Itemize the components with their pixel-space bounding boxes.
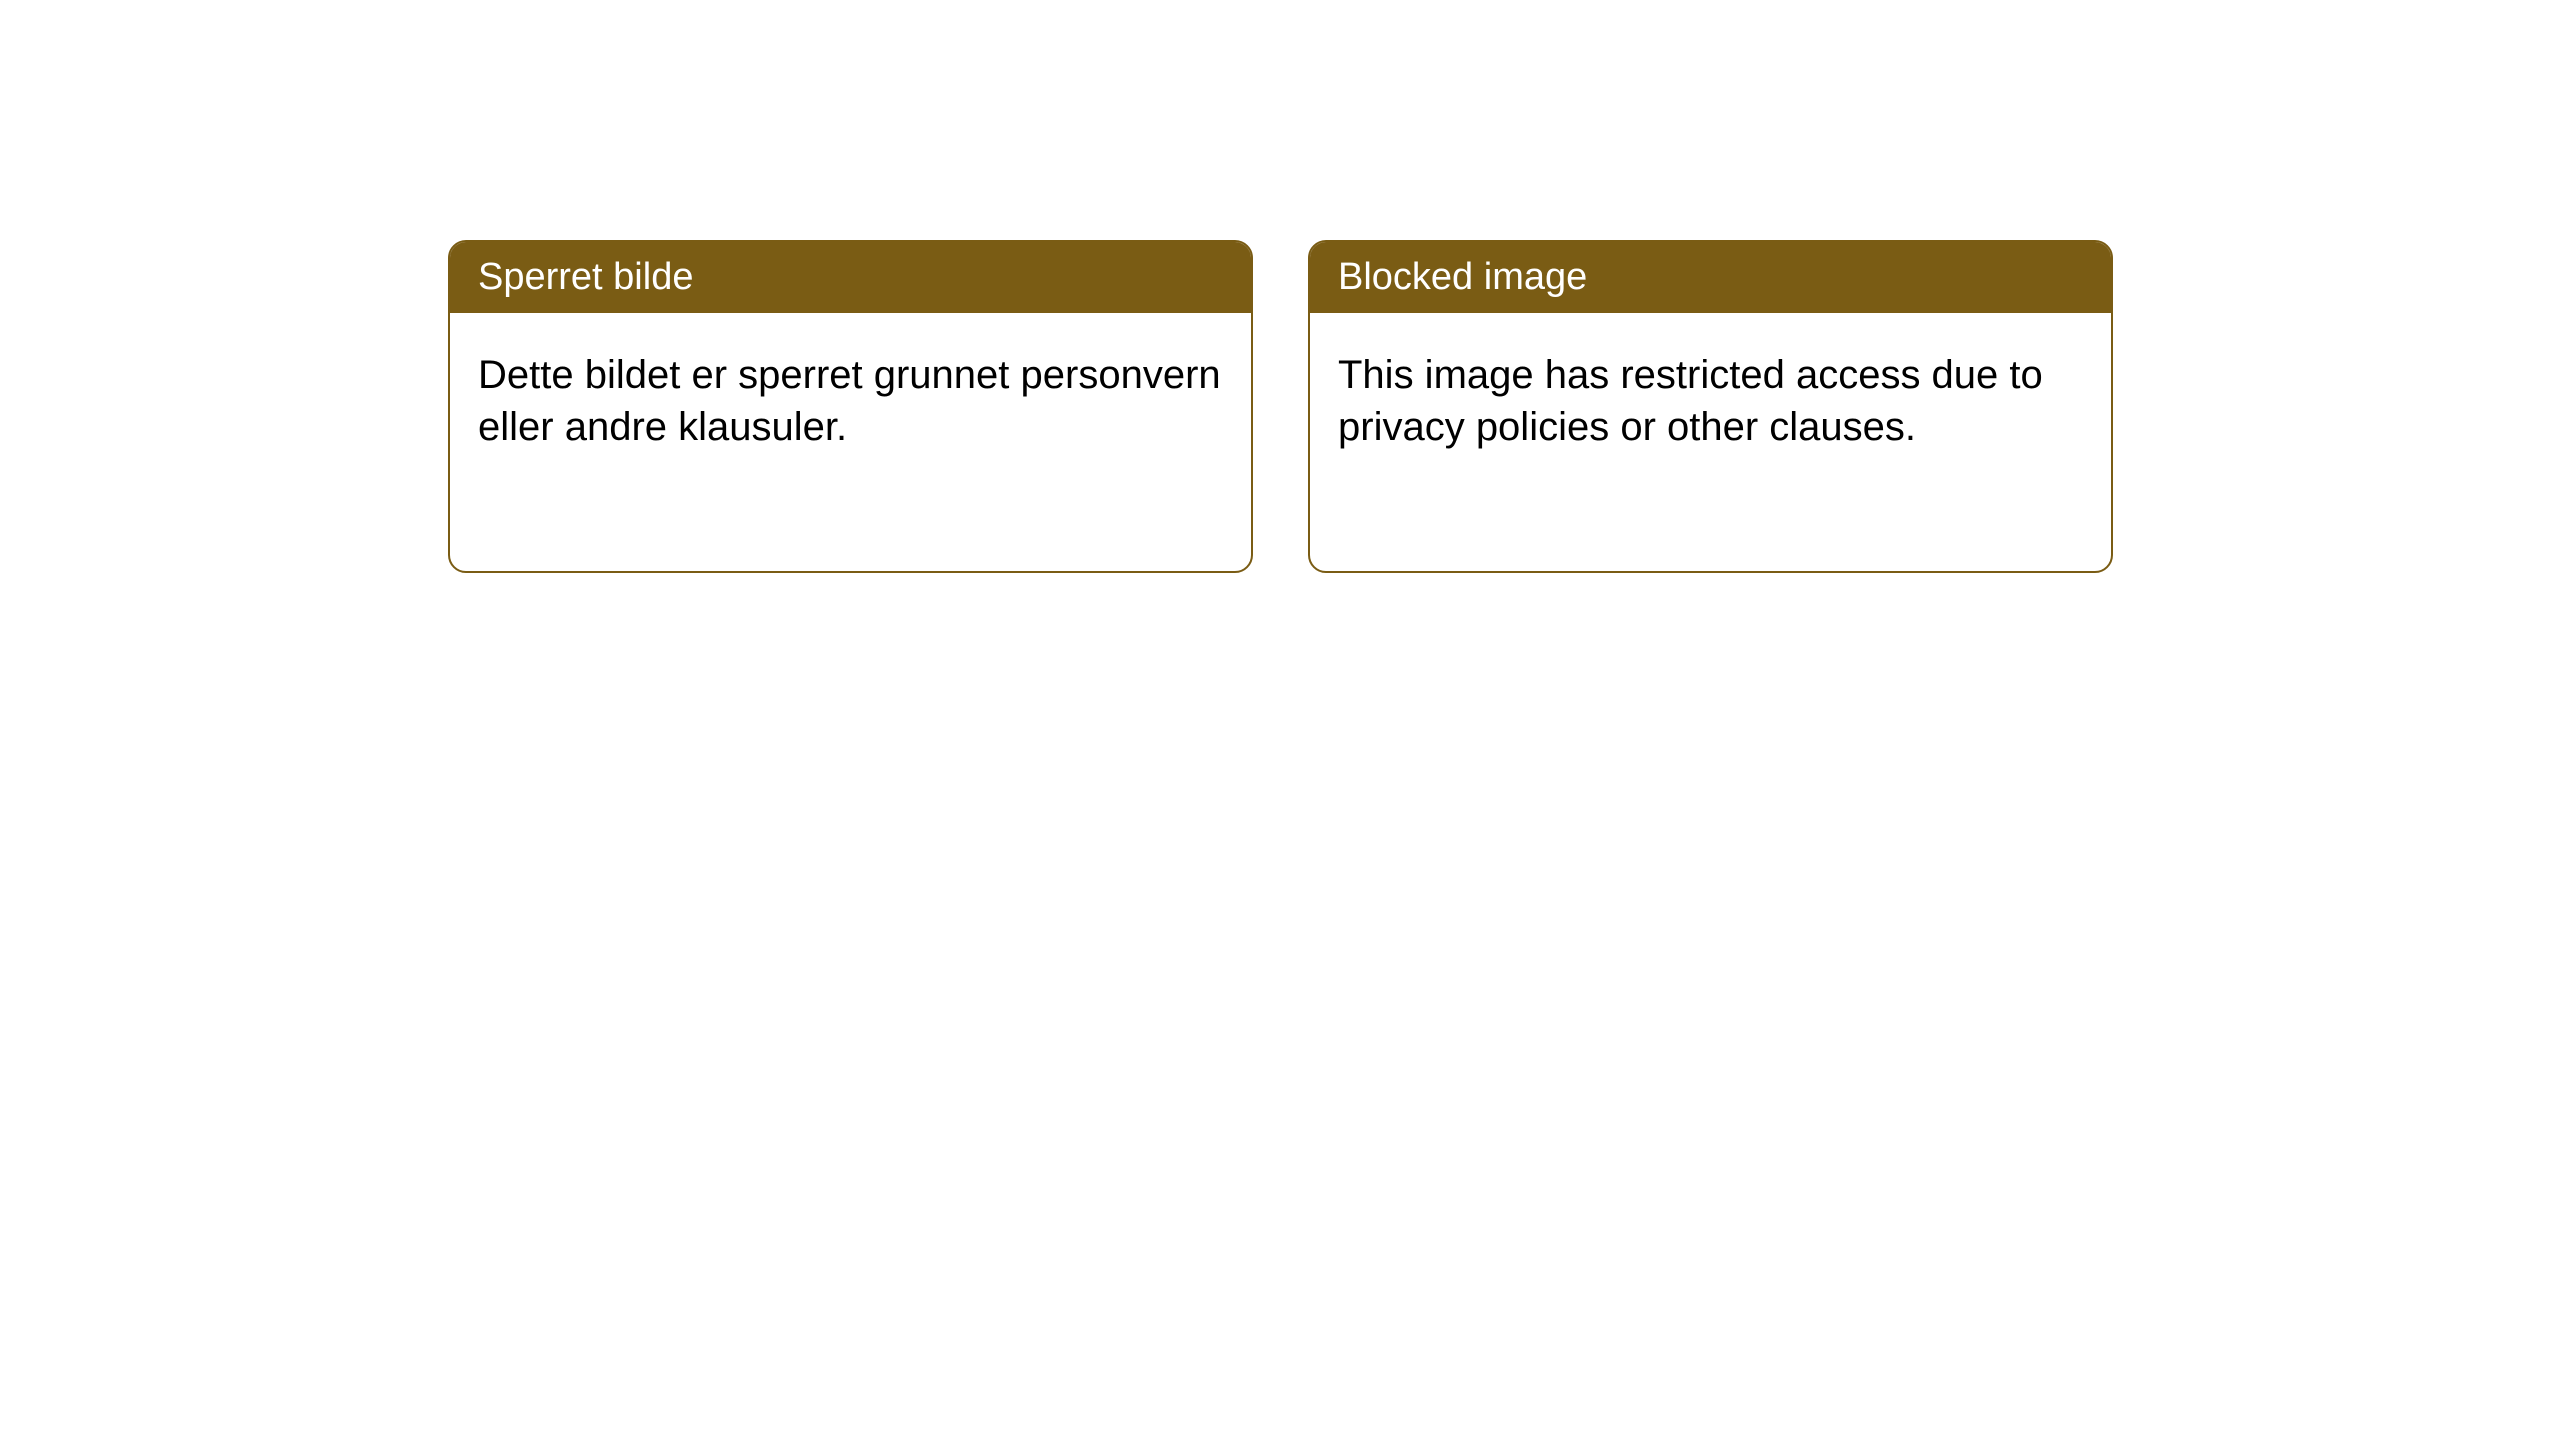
card-body-text: This image has restricted access due to … [1338, 353, 2043, 449]
card-norwegian: Sperret bilde Dette bildet er sperret gr… [448, 240, 1253, 573]
card-title: Sperret bilde [478, 256, 693, 298]
card-body-norwegian: Dette bildet er sperret grunnet personve… [450, 313, 1251, 489]
card-english: Blocked image This image has restricted … [1308, 240, 2113, 573]
cards-container: Sperret bilde Dette bildet er sperret gr… [0, 0, 2560, 573]
card-title: Blocked image [1338, 256, 1587, 298]
card-header-norwegian: Sperret bilde [450, 242, 1251, 313]
card-body-text: Dette bildet er sperret grunnet personve… [478, 353, 1221, 449]
card-body-english: This image has restricted access due to … [1310, 313, 2111, 489]
card-header-english: Blocked image [1310, 242, 2111, 313]
